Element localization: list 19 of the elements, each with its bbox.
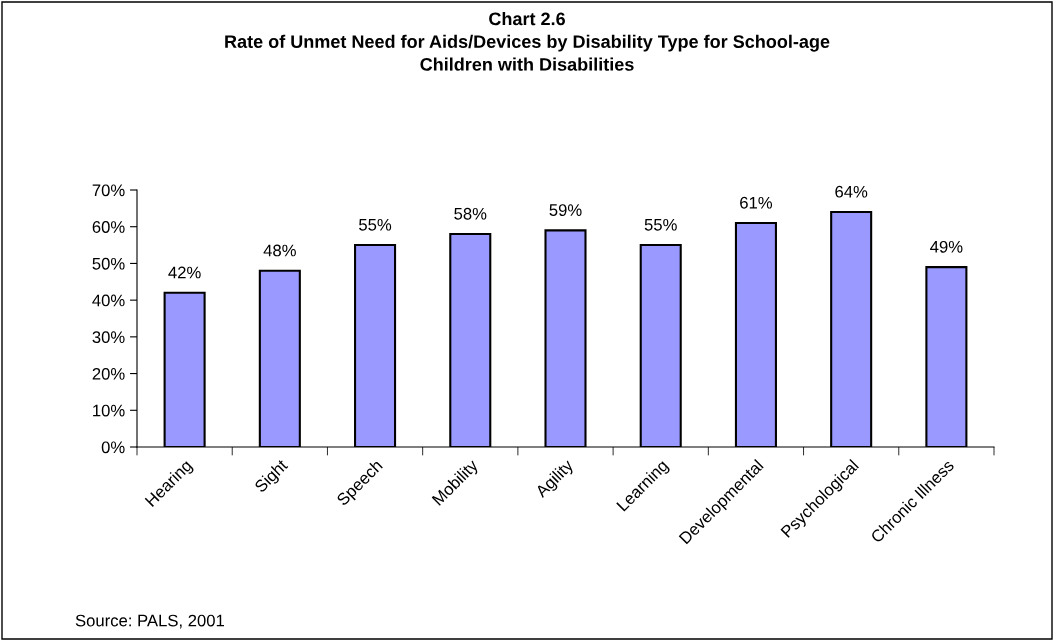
data-label: 49% [930, 240, 963, 253]
data-label: 59% [549, 204, 582, 216]
y-tick-label: 60% [92, 221, 125, 233]
data-label: 61% [740, 196, 773, 209]
data-label: 64% [835, 185, 868, 198]
chart-title: Chart 2.6 Rate of Unmet Need for Aids/Devices by Disability Type for School-age Children with Disabilities [225, 12, 830, 71]
data-label: 58% [454, 207, 487, 220]
source-note: Source: PALS, 2001 [75, 614, 224, 629]
y-tick-label: 10% [93, 404, 125, 417]
y-tick-label: 30% [92, 331, 125, 344]
data-label: 55% [359, 218, 392, 231]
y-tick-label: 40% [92, 294, 125, 307]
y-tick-label: 70% [92, 184, 125, 197]
data-label: 48% [263, 244, 296, 257]
y-tick-label: 50% [92, 257, 125, 270]
y-tick-label: 0% [101, 441, 125, 454]
data-label: 42% [168, 266, 201, 279]
y-tick-label: 20% [92, 367, 125, 380]
data-label: 55% [644, 218, 677, 231]
